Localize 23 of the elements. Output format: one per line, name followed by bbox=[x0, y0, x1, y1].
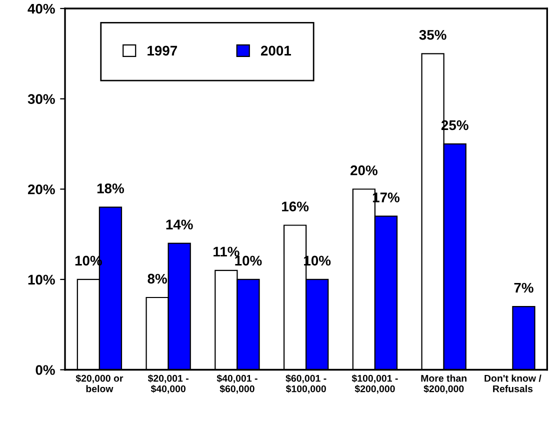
x-tick-label: $100,001 - $200,000 bbox=[352, 374, 398, 394]
x-tick-label: $20,001 - $40,000 bbox=[148, 374, 188, 394]
y-tick-label: 20% bbox=[28, 184, 55, 194]
y-tick-label: 10% bbox=[28, 274, 55, 285]
data-label: 16% bbox=[282, 202, 309, 212]
x-tick-label: $20,000 or below bbox=[76, 374, 124, 392]
x-tick-label: $60,001 - $100,000 bbox=[286, 374, 326, 394]
y-tick-label: 40% bbox=[28, 4, 55, 14]
legend-label: 2001 bbox=[260, 46, 291, 56]
y-tick-label: 30% bbox=[28, 94, 55, 104]
x-tick-label: $40,001 - $60,000 bbox=[216, 374, 258, 394]
data-label: 8% bbox=[148, 274, 167, 284]
data-label: 7% bbox=[514, 282, 534, 293]
data-label: 14% bbox=[166, 220, 193, 230]
x-tick-label: More than $200,000 bbox=[421, 374, 466, 394]
data-label: 35% bbox=[419, 30, 446, 40]
data-label: 10% bbox=[235, 256, 262, 266]
data-label: 18% bbox=[97, 183, 124, 194]
data-label: 11% bbox=[214, 246, 240, 257]
legend-label: 1997 bbox=[148, 46, 178, 56]
data-label: 20% bbox=[350, 165, 378, 176]
y-tick-label: 0% bbox=[36, 365, 55, 375]
x-tick-label: Don't know / Refusals bbox=[484, 374, 542, 392]
